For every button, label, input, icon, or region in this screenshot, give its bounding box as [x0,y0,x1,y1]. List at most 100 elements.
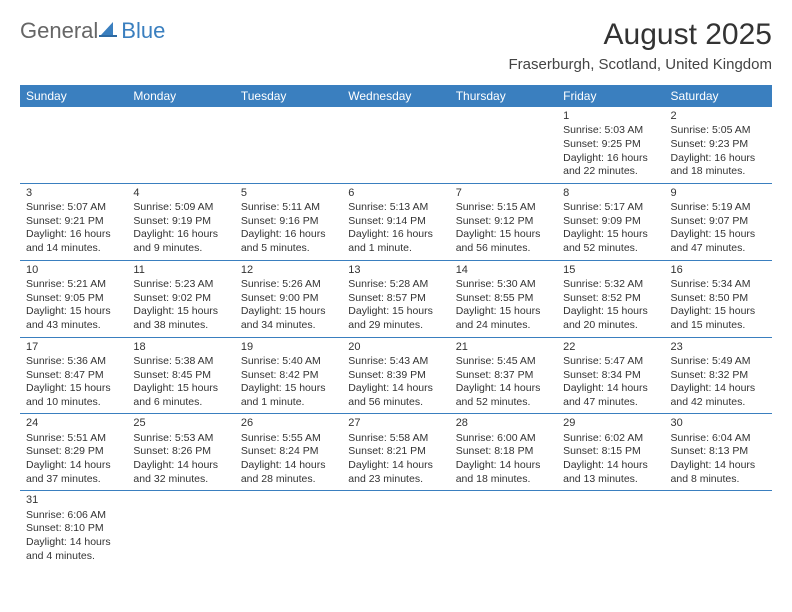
daylight-line: Daylight: 15 hours and 56 minutes. [456,228,551,255]
day-number: 19 [241,340,336,354]
daylight-line: Daylight: 14 hours and 56 minutes. [348,382,443,409]
daylight-line: Daylight: 16 hours and 5 minutes. [241,228,336,255]
day-number: 10 [26,263,121,277]
daylight-line: Daylight: 14 hours and 28 minutes. [241,459,336,486]
calendar-cell: 14Sunrise: 5:30 AMSunset: 8:55 PMDayligh… [450,260,557,337]
day-number: 8 [563,186,658,200]
daylight-line: Daylight: 14 hours and 52 minutes. [456,382,551,409]
calendar-cell: 4Sunrise: 5:09 AMSunset: 9:19 PMDaylight… [127,183,234,260]
calendar-cell: 7Sunrise: 5:15 AMSunset: 9:12 PMDaylight… [450,183,557,260]
calendar-cell: 25Sunrise: 5:53 AMSunset: 8:26 PMDayligh… [127,414,234,491]
daylight-line: Daylight: 15 hours and 52 minutes. [563,228,658,255]
sunrise-line: Sunrise: 5:21 AM [26,278,121,292]
calendar-cell: 18Sunrise: 5:38 AMSunset: 8:45 PMDayligh… [127,337,234,414]
sunrise-line: Sunrise: 5:26 AM [241,278,336,292]
daylight-line: Daylight: 15 hours and 34 minutes. [241,305,336,332]
brand-word1: General [20,18,98,44]
calendar-cell: 8Sunrise: 5:17 AMSunset: 9:09 PMDaylight… [557,183,664,260]
sunset-line: Sunset: 9:05 PM [26,292,121,306]
sunset-line: Sunset: 8:10 PM [26,522,121,536]
day-number: 22 [563,340,658,354]
sunrise-line: Sunrise: 5:05 AM [671,124,766,138]
sunrise-line: Sunrise: 5:40 AM [241,355,336,369]
calendar-cell: 20Sunrise: 5:43 AMSunset: 8:39 PMDayligh… [342,337,449,414]
sail-icon [99,18,119,44]
brand-logo: GeneralBlue [20,18,165,44]
sunrise-line: Sunrise: 6:06 AM [26,509,121,523]
sunset-line: Sunset: 8:32 PM [671,369,766,383]
calendar-cell: 10Sunrise: 5:21 AMSunset: 9:05 PMDayligh… [20,260,127,337]
day-number: 2 [671,109,766,123]
calendar-cell: 3Sunrise: 5:07 AMSunset: 9:21 PMDaylight… [20,183,127,260]
calendar-row: 31Sunrise: 6:06 AMSunset: 8:10 PMDayligh… [20,491,772,567]
sunset-line: Sunset: 9:25 PM [563,138,658,152]
calendar-cell: 12Sunrise: 5:26 AMSunset: 9:00 PMDayligh… [235,260,342,337]
calendar-body: 1Sunrise: 5:03 AMSunset: 9:25 PMDaylight… [20,107,772,567]
sunset-line: Sunset: 8:42 PM [241,369,336,383]
weekday-header: Saturday [665,85,772,107]
sunrise-line: Sunrise: 6:02 AM [563,432,658,446]
day-number: 29 [563,416,658,430]
calendar-cell: 2Sunrise: 5:05 AMSunset: 9:23 PMDaylight… [665,107,772,183]
calendar-row: 10Sunrise: 5:21 AMSunset: 9:05 PMDayligh… [20,260,772,337]
sunset-line: Sunset: 8:13 PM [671,445,766,459]
sunset-line: Sunset: 8:34 PM [563,369,658,383]
daylight-line: Daylight: 15 hours and 38 minutes. [133,305,228,332]
calendar-cell: 17Sunrise: 5:36 AMSunset: 8:47 PMDayligh… [20,337,127,414]
sunrise-line: Sunrise: 5:36 AM [26,355,121,369]
sunset-line: Sunset: 9:07 PM [671,215,766,229]
calendar-table: SundayMondayTuesdayWednesdayThursdayFrid… [20,85,772,567]
sunset-line: Sunset: 8:15 PM [563,445,658,459]
sunrise-line: Sunrise: 5:15 AM [456,201,551,215]
daylight-line: Daylight: 14 hours and 18 minutes. [456,459,551,486]
calendar-cell: 29Sunrise: 6:02 AMSunset: 8:15 PMDayligh… [557,414,664,491]
day-number: 27 [348,416,443,430]
sunset-line: Sunset: 8:21 PM [348,445,443,459]
daylight-line: Daylight: 15 hours and 43 minutes. [26,305,121,332]
daylight-line: Daylight: 14 hours and 32 minutes. [133,459,228,486]
sunset-line: Sunset: 9:16 PM [241,215,336,229]
day-number: 30 [671,416,766,430]
sunrise-line: Sunrise: 5:58 AM [348,432,443,446]
day-number: 21 [456,340,551,354]
sunset-line: Sunset: 8:29 PM [26,445,121,459]
header: GeneralBlue August 2025 Fraserburgh, Sco… [20,18,772,73]
sunrise-line: Sunrise: 5:49 AM [671,355,766,369]
sunset-line: Sunset: 8:26 PM [133,445,228,459]
calendar-header: SundayMondayTuesdayWednesdayThursdayFrid… [20,85,772,107]
sunset-line: Sunset: 9:09 PM [563,215,658,229]
weekday-header: Thursday [450,85,557,107]
sunset-line: Sunset: 8:55 PM [456,292,551,306]
calendar-cell [235,491,342,567]
daylight-line: Daylight: 14 hours and 23 minutes. [348,459,443,486]
sunrise-line: Sunrise: 5:03 AM [563,124,658,138]
calendar-cell: 21Sunrise: 5:45 AMSunset: 8:37 PMDayligh… [450,337,557,414]
calendar-cell: 11Sunrise: 5:23 AMSunset: 9:02 PMDayligh… [127,260,234,337]
weekday-header: Wednesday [342,85,449,107]
sunrise-line: Sunrise: 6:04 AM [671,432,766,446]
daylight-line: Daylight: 15 hours and 10 minutes. [26,382,121,409]
sunrise-line: Sunrise: 5:17 AM [563,201,658,215]
weekday-header: Tuesday [235,85,342,107]
sunset-line: Sunset: 9:19 PM [133,215,228,229]
day-number: 15 [563,263,658,277]
daylight-line: Daylight: 15 hours and 6 minutes. [133,382,228,409]
sunrise-line: Sunrise: 5:32 AM [563,278,658,292]
sunrise-line: Sunrise: 5:28 AM [348,278,443,292]
daylight-line: Daylight: 15 hours and 15 minutes. [671,305,766,332]
daylight-line: Daylight: 16 hours and 1 minute. [348,228,443,255]
daylight-line: Daylight: 15 hours and 20 minutes. [563,305,658,332]
sunrise-line: Sunrise: 5:11 AM [241,201,336,215]
calendar-row: 24Sunrise: 5:51 AMSunset: 8:29 PMDayligh… [20,414,772,491]
sunset-line: Sunset: 8:24 PM [241,445,336,459]
sunrise-line: Sunrise: 5:45 AM [456,355,551,369]
sunset-line: Sunset: 9:14 PM [348,215,443,229]
calendar-cell [665,491,772,567]
day-number: 4 [133,186,228,200]
sunrise-line: Sunrise: 5:09 AM [133,201,228,215]
calendar-cell [450,107,557,183]
day-number: 6 [348,186,443,200]
sunrise-line: Sunrise: 5:07 AM [26,201,121,215]
sunrise-line: Sunrise: 5:38 AM [133,355,228,369]
day-number: 3 [26,186,121,200]
